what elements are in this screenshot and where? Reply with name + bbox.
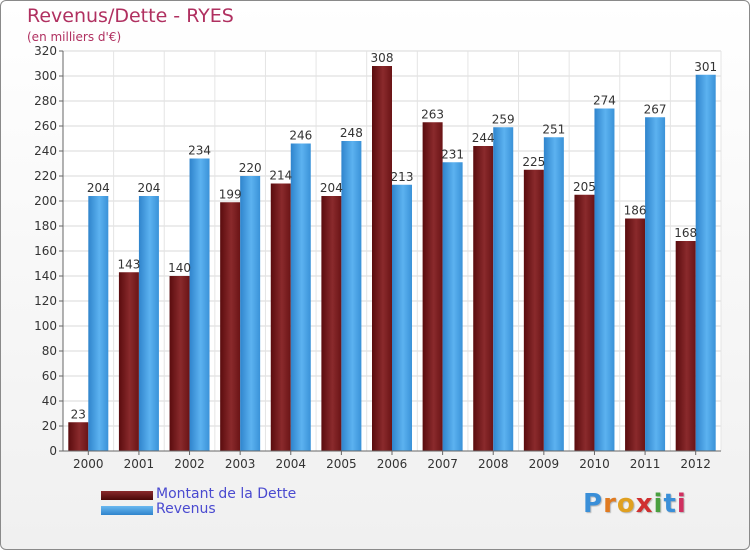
- debt-bar: [422, 122, 443, 451]
- debt-bar: [523, 169, 544, 451]
- logo-letter: o: [616, 489, 636, 519]
- revenue-value-label: 213: [391, 170, 414, 184]
- revenue-bar: [240, 176, 261, 451]
- x-tick-label: 2000: [73, 457, 104, 471]
- x-tick-label: 2010: [579, 457, 610, 471]
- x-tick-label: 2009: [529, 457, 560, 471]
- debt-bar: [321, 196, 342, 451]
- logo-letter: t: [663, 489, 677, 519]
- revenue-value-label: 274: [593, 94, 616, 108]
- y-tick-label: 240: [34, 144, 57, 158]
- chart-subtitle: (en milliers d'€): [27, 30, 122, 44]
- x-tick-label: 2002: [174, 457, 205, 471]
- y-tick-label: 220: [34, 169, 57, 183]
- y-tick-label: 160: [34, 244, 57, 258]
- revenue-value-label: 220: [239, 161, 262, 175]
- revenue-value-label: 248: [340, 126, 363, 140]
- logo-letter: x: [635, 489, 654, 519]
- debt-bar: [118, 272, 139, 451]
- revenue-bar: [138, 196, 159, 451]
- x-tick-label: 2003: [225, 457, 256, 471]
- revenue-bar: [695, 74, 716, 451]
- debt-value-label: 308: [371, 51, 394, 65]
- revenue-bar: [543, 137, 564, 451]
- debt-value-label: 263: [421, 107, 444, 121]
- revenue-bar: [290, 143, 311, 451]
- debt-value-label: 244: [472, 131, 495, 145]
- revenue-bar: [645, 117, 666, 451]
- x-tick-label: 2007: [427, 457, 458, 471]
- y-tick-label: 20: [42, 419, 57, 433]
- y-tick-label: 200: [34, 194, 57, 208]
- debt-value-label: 143: [117, 257, 140, 271]
- revenue-value-label: 204: [137, 181, 160, 195]
- revenue-bar: [392, 184, 412, 451]
- debt-bar: [220, 202, 241, 451]
- debt-bar: [574, 194, 595, 451]
- revenue-bar: [341, 141, 362, 451]
- revenue-bar: [442, 162, 463, 451]
- logo-letter: P: [583, 489, 604, 519]
- revenue-bar: [493, 127, 514, 451]
- revenue-value-label: 204: [87, 181, 110, 195]
- x-tick-label: 2012: [680, 457, 711, 471]
- debt-value-label: 168: [674, 226, 697, 240]
- revenue-bar: [88, 196, 109, 451]
- revenue-value-label: 301: [694, 60, 717, 74]
- debt-bar: [169, 276, 190, 451]
- debt-value-label: 225: [522, 155, 545, 169]
- debt-value-label: 186: [624, 204, 647, 218]
- debt-value-label: 199: [219, 187, 242, 201]
- revenue-value-label: 267: [644, 102, 667, 116]
- revenue-value-label: 234: [188, 144, 211, 158]
- y-tick-label: 140: [34, 269, 57, 283]
- debt-value-label: 214: [269, 169, 292, 183]
- revenue-bar: [594, 108, 615, 451]
- revenue-value-label: 251: [542, 122, 565, 136]
- y-tick-label: 180: [34, 219, 57, 233]
- x-tick-label: 2008: [478, 457, 509, 471]
- revenue-value-label: 259: [492, 112, 515, 126]
- debt-bar: [68, 422, 89, 451]
- debt-bar: [473, 146, 494, 451]
- debt-bar: [625, 218, 646, 451]
- legend-swatch-dette: [101, 491, 153, 500]
- debt-value-label: 23: [71, 407, 86, 421]
- debt-value-label: 140: [168, 261, 191, 275]
- debt-value-label: 204: [320, 181, 343, 195]
- legend-label-revenus: Revenus: [156, 501, 216, 517]
- chart-title: Revenus/Dette - RYES: [27, 5, 234, 27]
- debt-bar: [372, 66, 392, 451]
- y-tick-label: 0: [49, 444, 57, 458]
- legend-label-dette: Montant de la Dette: [156, 486, 297, 502]
- x-tick-label: 2006: [377, 457, 408, 471]
- y-tick-label: 80: [42, 344, 57, 358]
- x-tick-label: 2001: [124, 457, 155, 471]
- y-tick-label: 120: [34, 294, 57, 308]
- logo-letter: r: [603, 489, 617, 519]
- debt-bar: [675, 241, 696, 451]
- debt-value-label: 205: [573, 180, 596, 194]
- revenue-value-label: 246: [289, 129, 312, 143]
- y-tick-label: 60: [42, 369, 57, 383]
- revenue-value-label: 231: [441, 147, 464, 161]
- x-tick-label: 2011: [630, 457, 661, 471]
- y-tick-label: 320: [34, 44, 57, 58]
- logo-letter: i: [676, 489, 687, 519]
- y-tick-label: 40: [42, 394, 57, 408]
- revenue-bar: [189, 158, 210, 451]
- legend-swatch-revenus: [101, 506, 153, 515]
- y-tick-label: 100: [34, 319, 57, 333]
- y-tick-label: 280: [34, 94, 57, 108]
- y-tick-label: 300: [34, 69, 57, 83]
- x-tick-label: 2004: [275, 457, 306, 471]
- y-tick-label: 260: [34, 119, 57, 133]
- x-tick-label: 2005: [326, 457, 357, 471]
- proxiti-logo: Proxiti: [583, 489, 687, 519]
- debt-bar: [270, 183, 291, 451]
- logo-letter: i: [653, 489, 664, 519]
